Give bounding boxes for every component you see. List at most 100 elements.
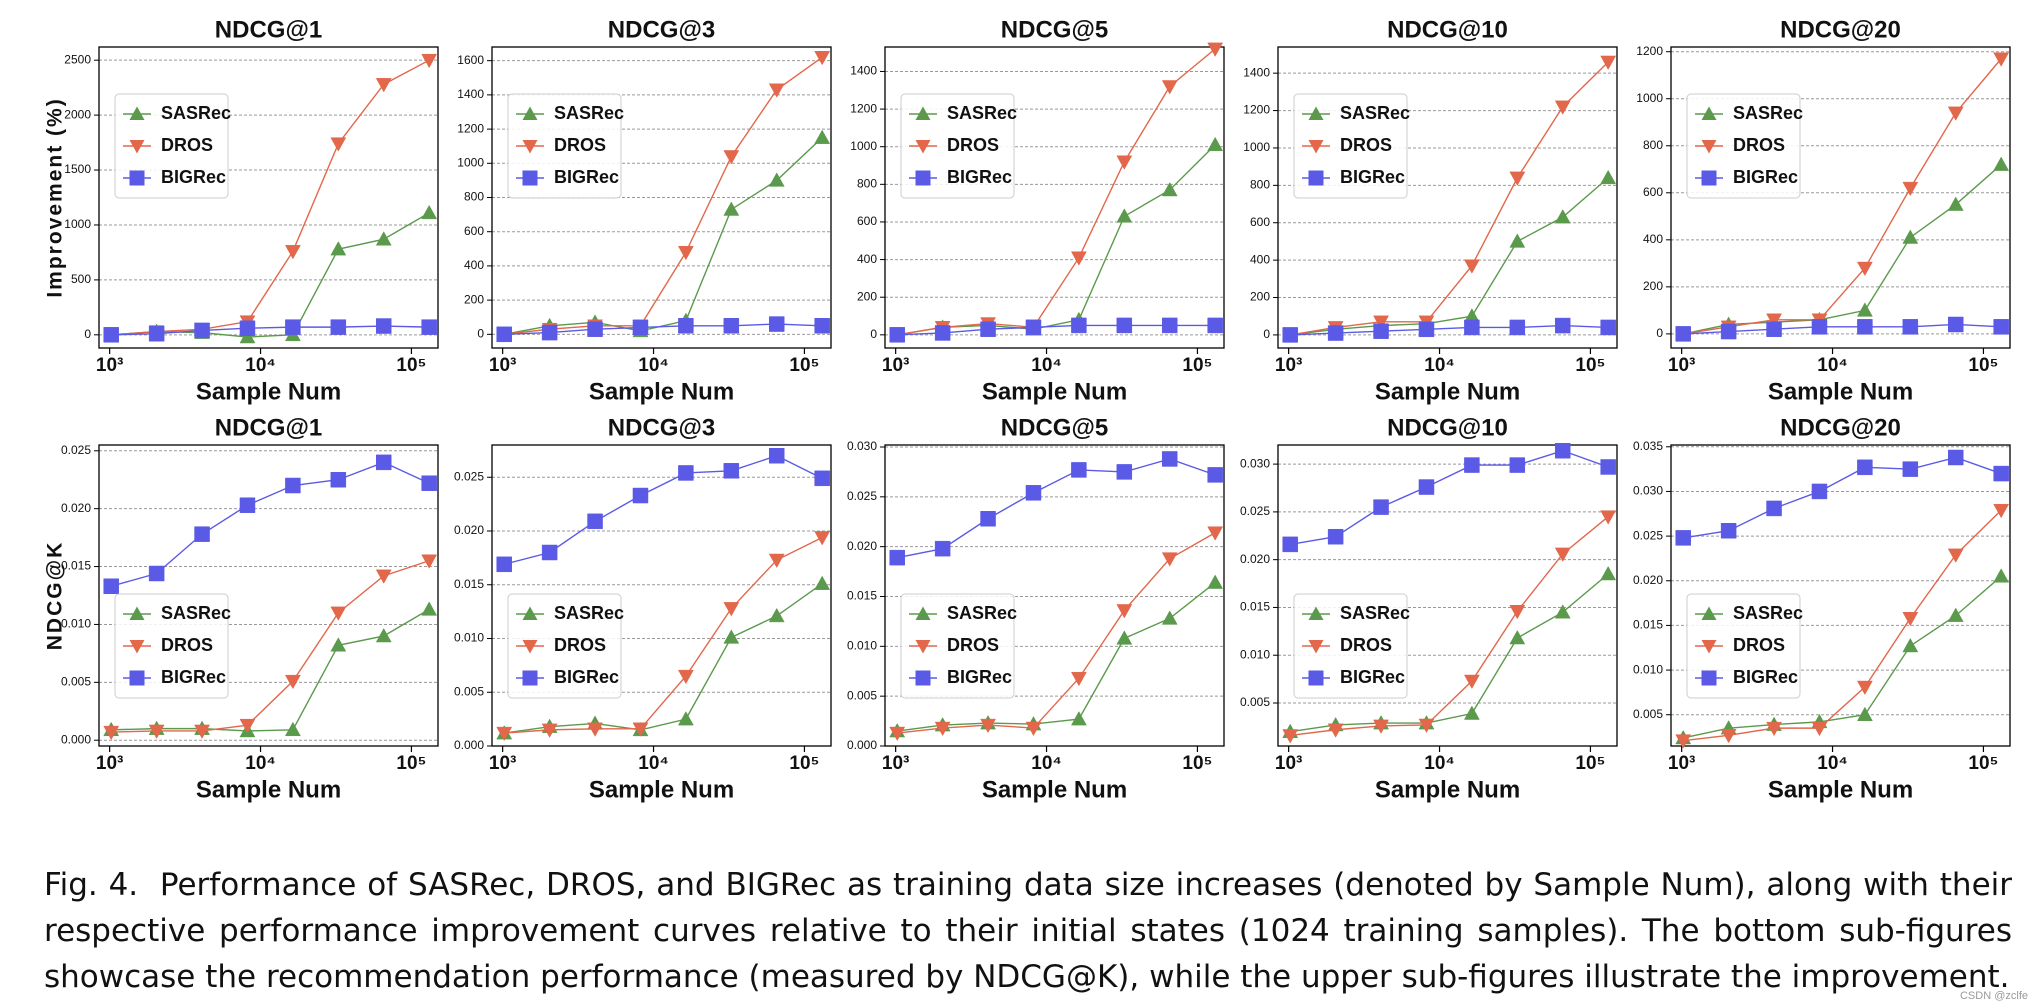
legend-marker xyxy=(1308,170,1324,186)
legend-label: DROS xyxy=(554,135,606,155)
point xyxy=(421,53,438,69)
legend-marker xyxy=(1701,140,1717,154)
plot-frame xyxy=(98,444,439,747)
point xyxy=(1675,734,1692,749)
point xyxy=(1902,612,1919,627)
legend-marker xyxy=(915,140,931,154)
point xyxy=(1600,169,1617,185)
point xyxy=(1418,479,1435,495)
point xyxy=(1509,457,1526,473)
legend-marker xyxy=(1308,106,1324,120)
point xyxy=(1766,313,1782,328)
legend-label: DROS xyxy=(161,635,213,655)
x-tick-label: 10⁴ xyxy=(638,753,669,774)
y-tick-label: 600 xyxy=(1643,185,1663,199)
y-tick-label: 1200 xyxy=(1636,44,1663,58)
point xyxy=(1600,565,1617,581)
point xyxy=(1947,196,1964,211)
legend-marker xyxy=(522,640,538,654)
point xyxy=(632,722,649,737)
legend-label: SASRec xyxy=(554,603,624,623)
point xyxy=(375,628,392,643)
point xyxy=(980,321,996,337)
legend-marker xyxy=(1701,170,1717,186)
y-tick-label: 0.015 xyxy=(1633,618,1663,632)
legend-label: BIGRec xyxy=(1733,667,1798,687)
x-tick-label: 10⁴ xyxy=(1031,355,1062,376)
y-tick-label: 0.010 xyxy=(847,639,877,653)
legend-label: DROS xyxy=(1340,135,1392,155)
point xyxy=(1025,485,1042,501)
point xyxy=(632,319,649,336)
plot-frame xyxy=(1277,444,1618,747)
point xyxy=(1116,464,1133,480)
point xyxy=(723,602,740,617)
chart-title: NDCG@20 xyxy=(1780,16,1901,43)
point xyxy=(980,718,996,734)
point xyxy=(541,324,558,341)
plot-frame xyxy=(1277,46,1618,349)
point xyxy=(148,724,165,739)
point xyxy=(1418,718,1435,733)
y-tick-label: 0.005 xyxy=(61,674,91,688)
point xyxy=(1857,319,1873,335)
x-axis-label: Sample Num xyxy=(982,776,1127,803)
legend-label: SASRec xyxy=(1733,603,1803,623)
point xyxy=(541,723,558,738)
point xyxy=(814,318,830,334)
legend-marker xyxy=(522,606,538,620)
point xyxy=(814,470,830,487)
point xyxy=(1161,552,1178,567)
y-tick-label: 0.025 xyxy=(847,489,877,503)
point xyxy=(587,722,603,737)
point xyxy=(1675,530,1691,546)
point xyxy=(194,724,210,739)
point xyxy=(1947,548,1964,563)
y-tick-label: 0 xyxy=(1656,326,1663,340)
point xyxy=(1902,637,1919,653)
point xyxy=(889,327,905,343)
y-tick-label: 1000 xyxy=(457,155,484,169)
y-tick-label: 1200 xyxy=(457,121,484,135)
point xyxy=(1947,316,1964,333)
legend-marker xyxy=(1308,140,1324,154)
y-tick-label: 400 xyxy=(464,258,484,272)
y-tick-label: 0 xyxy=(870,327,877,341)
y-tick-label: 1400 xyxy=(1243,65,1270,79)
plot-frame xyxy=(98,46,439,349)
point xyxy=(421,204,438,220)
legend-marker xyxy=(129,106,145,120)
plot-frame xyxy=(491,444,832,747)
point xyxy=(1600,55,1617,70)
y-tick-label: 0.005 xyxy=(847,688,877,702)
y-tick-label: 0.030 xyxy=(847,439,877,453)
series-line xyxy=(1290,573,1609,733)
point xyxy=(678,465,694,481)
point xyxy=(1554,317,1571,334)
point xyxy=(1509,605,1526,620)
point xyxy=(1947,449,1964,466)
point xyxy=(723,201,740,216)
y-tick-label: 2000 xyxy=(64,107,91,121)
y-tick-label: 1000 xyxy=(64,217,91,231)
legend-label: BIGRec xyxy=(161,167,226,187)
point xyxy=(677,711,694,726)
point xyxy=(1600,510,1617,525)
legend-marker xyxy=(915,670,931,686)
x-tick-label: 10⁵ xyxy=(396,753,426,774)
y-tick-label: 0.015 xyxy=(847,589,877,603)
y-tick-label: 800 xyxy=(857,177,877,191)
y-tick-label: 1200 xyxy=(850,101,877,115)
x-tick-label: 10⁵ xyxy=(1575,355,1605,376)
y-tick-label: 0.025 xyxy=(1633,528,1663,542)
point xyxy=(677,669,694,685)
point xyxy=(1993,503,2010,519)
point xyxy=(1509,171,1526,186)
point xyxy=(239,329,256,344)
x-tick-label: 10⁴ xyxy=(1817,753,1848,774)
y-tick-label: 0.035 xyxy=(1633,439,1663,453)
y-tick-label: 200 xyxy=(464,292,484,306)
point xyxy=(1282,536,1298,553)
point xyxy=(148,565,165,582)
